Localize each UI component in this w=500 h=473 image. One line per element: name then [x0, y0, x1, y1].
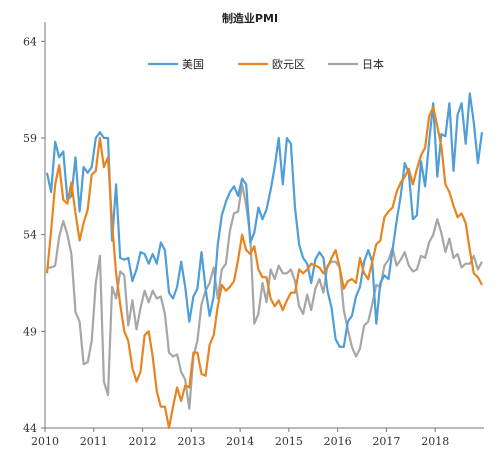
- series-line-japan: [47, 183, 483, 410]
- y-tick-label: 64: [23, 35, 37, 48]
- x-tick-label: 2017: [372, 435, 400, 448]
- legend-label-us: 美国: [182, 58, 204, 71]
- x-tick-label: 2014: [226, 435, 254, 448]
- y-tick-label: 49: [23, 325, 37, 338]
- x-tick-label: 2018: [421, 435, 449, 448]
- series-line-us: [45, 92, 484, 348]
- series-line-euro: [45, 106, 483, 430]
- x-tick-label: 2016: [324, 435, 352, 448]
- x-axis-ticks: 2010 2011 2012 2013 2014 2015 2016 2017 2018: [31, 428, 449, 448]
- chart-title: 制造业PMI: [222, 11, 278, 25]
- legend: 美国 欧元区 日本: [148, 57, 384, 71]
- y-axis-ticks: 44 49 54 59 64: [23, 35, 45, 435]
- series-lines: [45, 92, 484, 430]
- y-tick-label: 54: [23, 229, 37, 242]
- x-tick-label: 2012: [129, 435, 157, 448]
- y-tick-label: 59: [23, 132, 37, 145]
- x-tick-label: 2015: [275, 435, 303, 448]
- x-tick-label: 2011: [80, 435, 108, 448]
- y-tick-label: 44: [23, 422, 37, 435]
- x-tick-label: 2010: [31, 435, 59, 448]
- x-tick-label: 2013: [177, 435, 205, 448]
- legend-label-euro: 欧元区: [272, 58, 305, 71]
- legend-label-japan: 日本: [362, 57, 384, 71]
